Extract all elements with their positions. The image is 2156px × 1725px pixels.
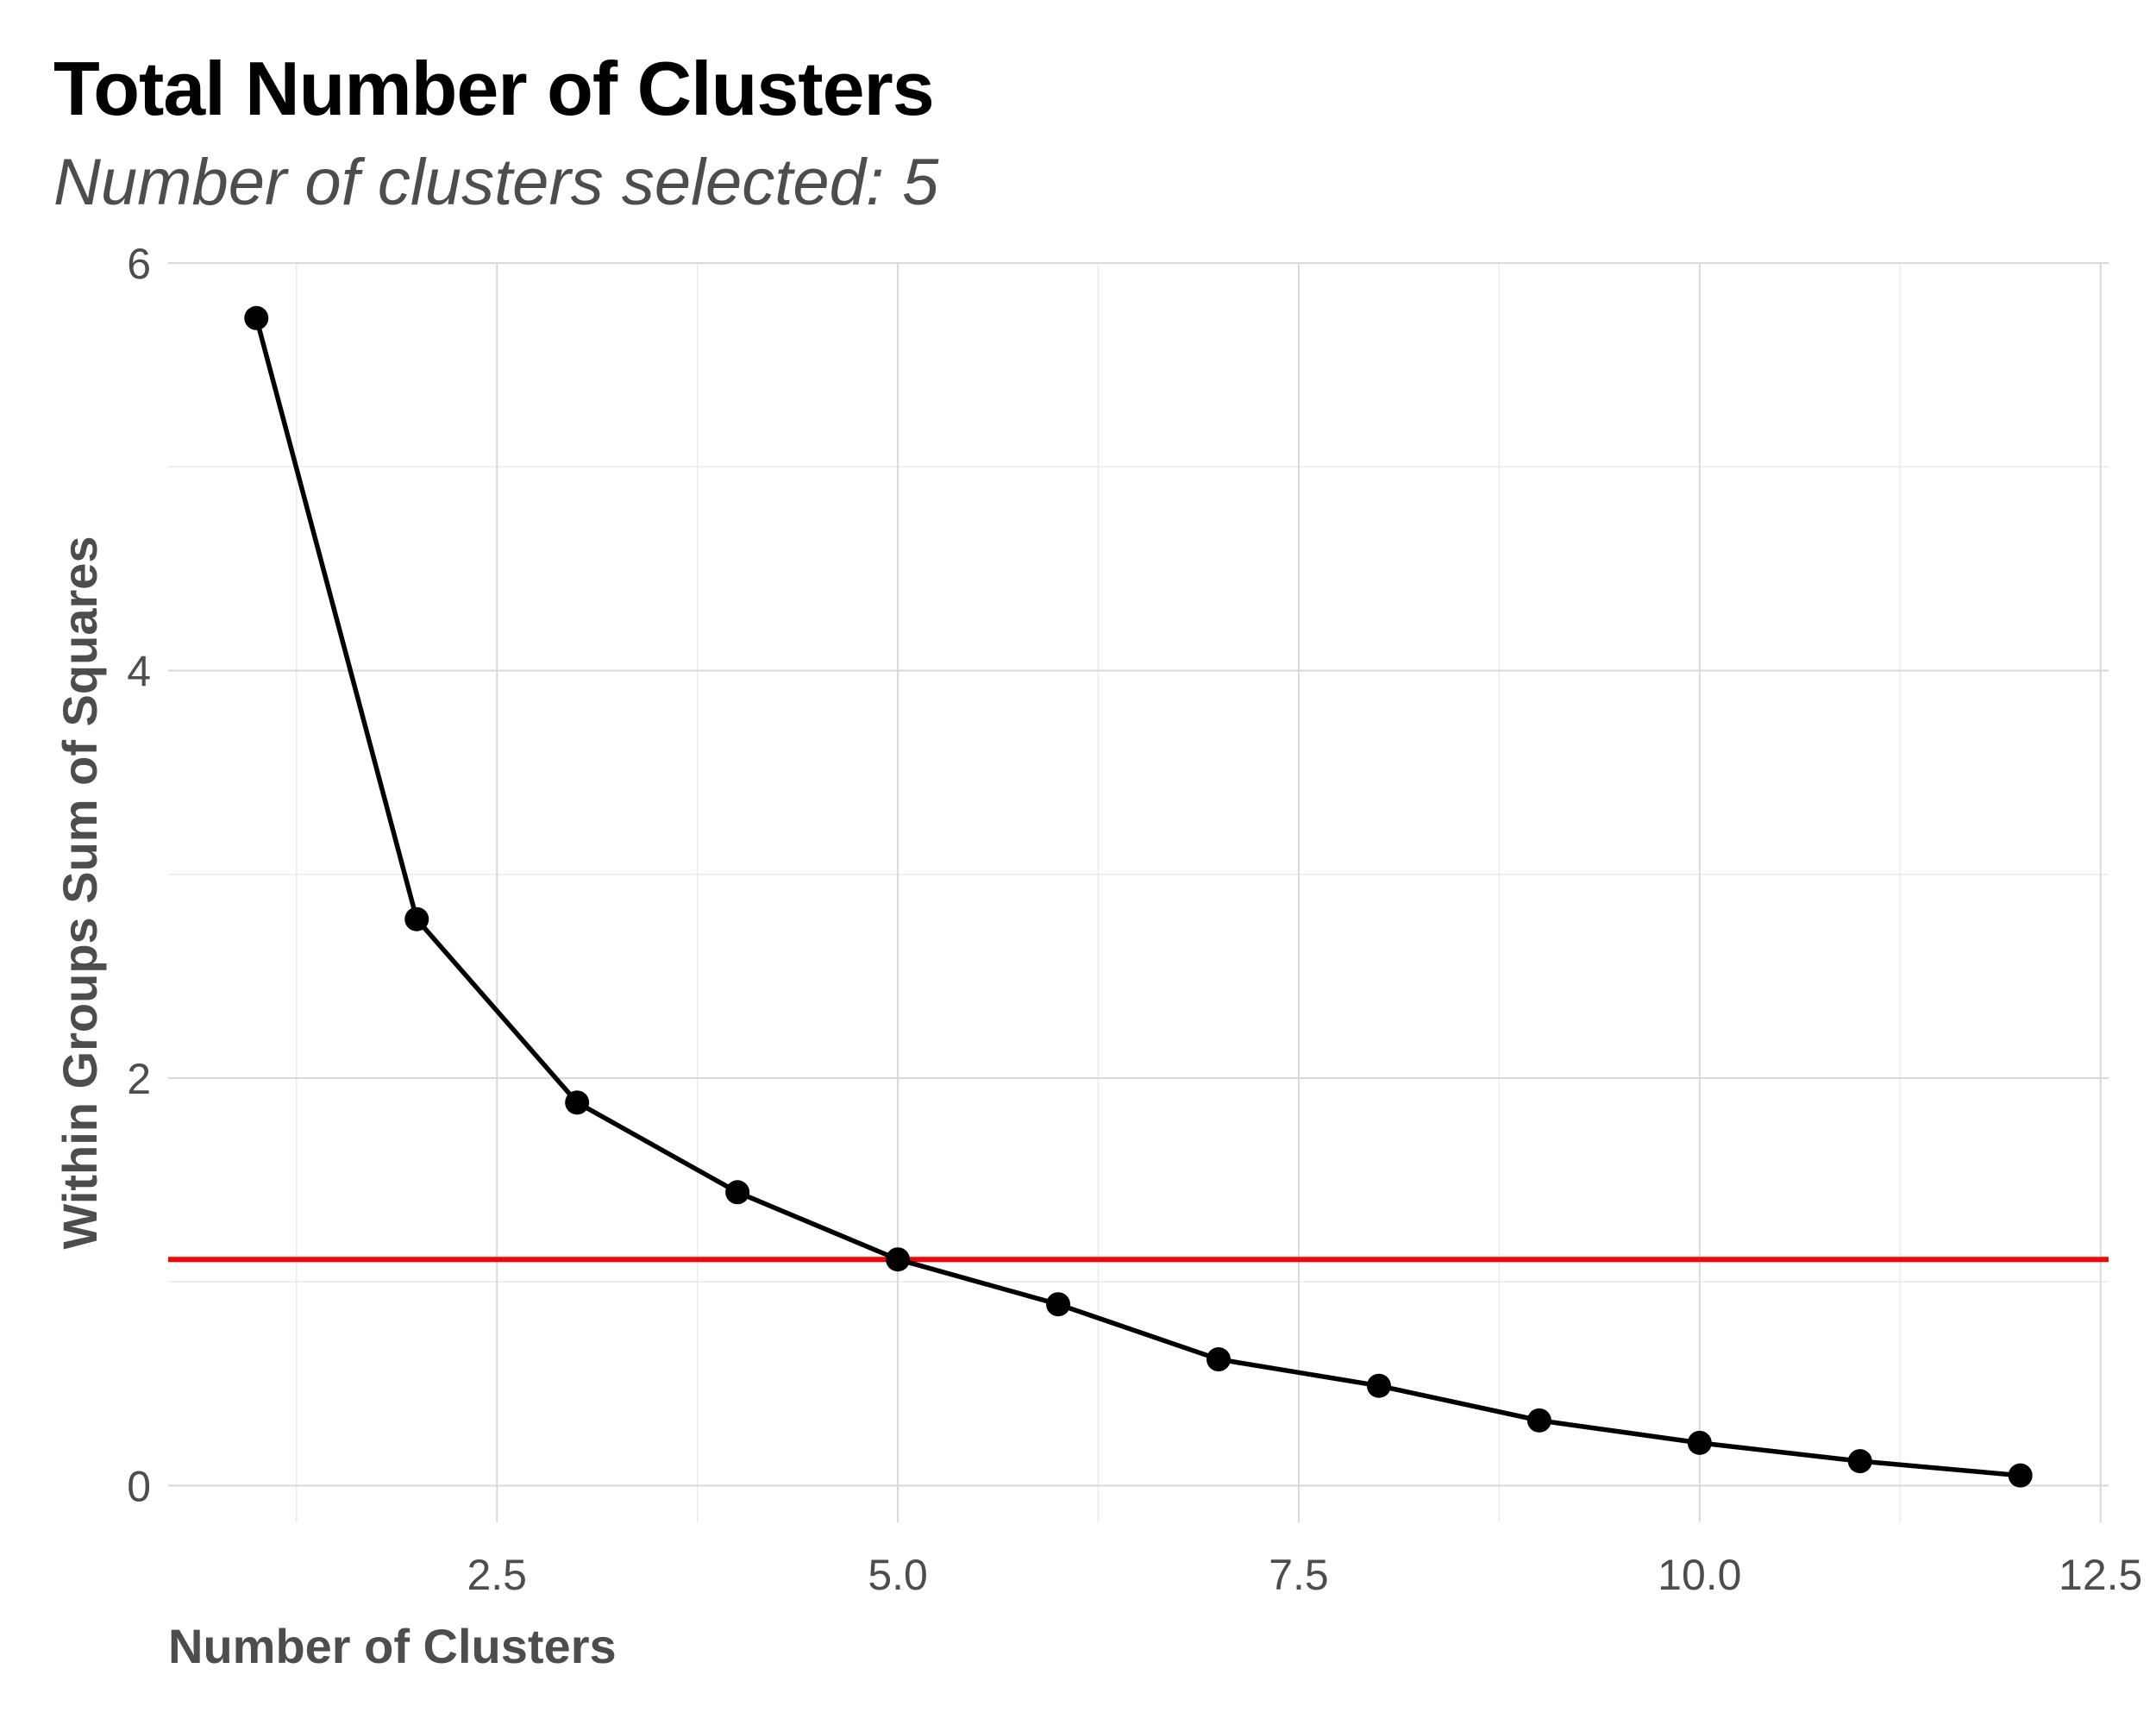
series-line	[254, 317, 2021, 1478]
tick-labels: 2.5 5.0 7.5 10.0 12.5 0 2 4 6	[127, 240, 2142, 1599]
data-point	[886, 1247, 911, 1272]
series-layer	[244, 305, 2033, 1488]
data-point	[1847, 1449, 1872, 1474]
chart-title: Total Number of Clusters	[53, 46, 935, 131]
data-point	[1046, 1292, 1071, 1317]
x-tick-label: 10.0	[1658, 1551, 1741, 1599]
y-axis-title: Within Groups Sum of Squares	[53, 536, 107, 1249]
data-point	[404, 906, 429, 932]
data-point	[1206, 1347, 1231, 1372]
x-tick-label: 5.0	[868, 1551, 928, 1599]
data-point	[244, 305, 269, 330]
data-point	[1687, 1430, 1712, 1455]
x-axis-title: Number of Clusters	[168, 1619, 617, 1673]
y-tick-label: 0	[127, 1462, 151, 1510]
y-tick-label: 6	[127, 240, 151, 288]
major-gridlines	[168, 262, 2109, 1522]
y-tick-label: 2	[127, 1055, 151, 1103]
minor-gridlines	[168, 263, 2109, 1522]
data-point	[565, 1090, 590, 1115]
x-tick-label: 12.5	[2059, 1551, 2142, 1599]
x-tick-label: 2.5	[467, 1551, 527, 1599]
y-tick-label: 4	[127, 647, 151, 695]
data-point	[2008, 1463, 2033, 1488]
data-point	[725, 1180, 750, 1205]
chart-subtitle: Number of clusters selected: 5	[53, 146, 939, 219]
x-tick-label: 7.5	[1269, 1551, 1329, 1599]
data-point	[1526, 1408, 1551, 1433]
data-point	[1366, 1373, 1391, 1398]
